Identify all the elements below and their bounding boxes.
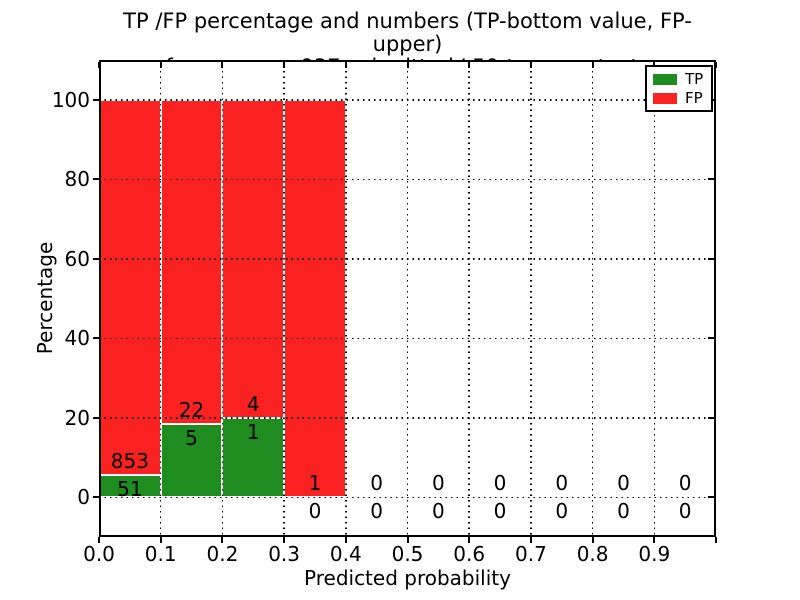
x-tick-mark-top (591, 62, 594, 68)
fp-count-label: 853 (110, 448, 149, 473)
legend-entry: FP (647, 88, 711, 107)
x-tick-label: 0.9 (638, 542, 671, 566)
tp-count-label: 0 (493, 499, 507, 524)
tp-count-label: 0 (370, 499, 383, 524)
y-tick-mark (93, 98, 99, 101)
x-tick-mark (406, 537, 409, 543)
x-tick-label: 0.0 (83, 542, 115, 566)
tp-count-label: 5 (185, 425, 198, 450)
fp-count-label: 0 (617, 471, 630, 496)
x-tick-label: 0.4 (329, 542, 362, 566)
bar-segment-fp (222, 99, 285, 418)
y-tick-label: 0 (77, 485, 90, 510)
y-tick-mark-right (708, 178, 714, 181)
x-tick-mark-top (159, 62, 162, 68)
fp-count-label: 0 (555, 471, 569, 496)
x-tick-label: 0.7 (514, 542, 547, 566)
x-tick-label: 0.6 (453, 542, 486, 566)
y-tick-mark-right (708, 496, 714, 499)
y-tick-mark (93, 337, 99, 340)
tp-count-label: 0 (308, 499, 322, 524)
x-tick-label: 0.1 (144, 542, 177, 566)
legend-swatch-fp (653, 92, 677, 104)
x-tick-label: 0.5 (391, 542, 424, 566)
fp-count-label: 0 (431, 471, 445, 496)
y-tick-label: 100 (51, 87, 90, 112)
fp-count-label: 0 (493, 471, 507, 496)
y-tick-mark (93, 178, 99, 181)
x-tick-label: 0.2 (206, 542, 239, 566)
x-tick-mark (344, 537, 347, 543)
fp-count-label: 4 (246, 391, 260, 416)
y-tick-mark (93, 416, 99, 419)
legend-swatch-tp (653, 73, 677, 85)
y-tick-mark-right (708, 337, 714, 340)
fp-count-label: 1 (308, 471, 322, 496)
tp-count-label: 0 (678, 499, 692, 524)
fp-count-label: 0 (370, 471, 383, 496)
x-tick-mark (159, 537, 162, 543)
y-tick-mark (93, 257, 99, 260)
bar-segment-fp (99, 99, 161, 475)
tp-count-label: 0 (431, 499, 445, 524)
bar-segment-fp (284, 99, 346, 498)
y-tick-mark-right (708, 257, 714, 260)
x-tick-mark-top (715, 62, 717, 68)
y-tick-label: 60 (64, 246, 90, 271)
tp-count-label: 51 (117, 476, 143, 501)
legend-entry: TP (647, 69, 711, 88)
x-tick-mark-top (221, 62, 224, 68)
fp-count-label: 0 (678, 471, 692, 496)
x-tick-mark (529, 537, 532, 543)
y-tick-mark (93, 496, 99, 499)
x-tick-mark (653, 537, 656, 543)
x-tick-label: 0.8 (576, 542, 609, 566)
y-tick-mark-right (708, 416, 714, 419)
y-axis-label: Percentage (33, 241, 57, 355)
tp-count-label: 0 (617, 499, 630, 524)
tp-count-label: 1 (246, 419, 260, 444)
x-tick-mark (221, 537, 224, 543)
y-tick-label: 40 (64, 326, 90, 351)
x-tick-mark (468, 537, 471, 543)
legend-label: TP (685, 69, 704, 88)
x-tick-mark-top (98, 62, 100, 68)
legend: TP FP (645, 65, 713, 112)
bar-segment-tp (222, 417, 285, 498)
bar-segment-fp (160, 99, 223, 424)
x-tick-mark-top (468, 62, 471, 68)
x-tick-mark (98, 537, 100, 543)
fp-count-label: 22 (178, 397, 205, 422)
x-tick-mark (591, 537, 594, 543)
x-tick-mark-top (529, 62, 532, 68)
tp-count-label: 0 (555, 499, 569, 524)
y-tick-label: 20 (64, 405, 90, 430)
chart-title-line-1: TP /FP percentage and numbers (TP-bottom… (123, 9, 692, 56)
x-tick-mark (715, 537, 717, 543)
y-tick-label: 80 (64, 167, 90, 192)
x-tick-label: 0.3 (268, 542, 300, 566)
x-tick-mark-top (283, 62, 286, 68)
x-tick-mark-top (406, 62, 409, 68)
x-tick-mark-top (344, 62, 347, 68)
x-tick-mark (283, 537, 286, 543)
legend-label: FP (685, 88, 703, 107)
x-axis-label: Predicted probability (304, 566, 511, 590)
